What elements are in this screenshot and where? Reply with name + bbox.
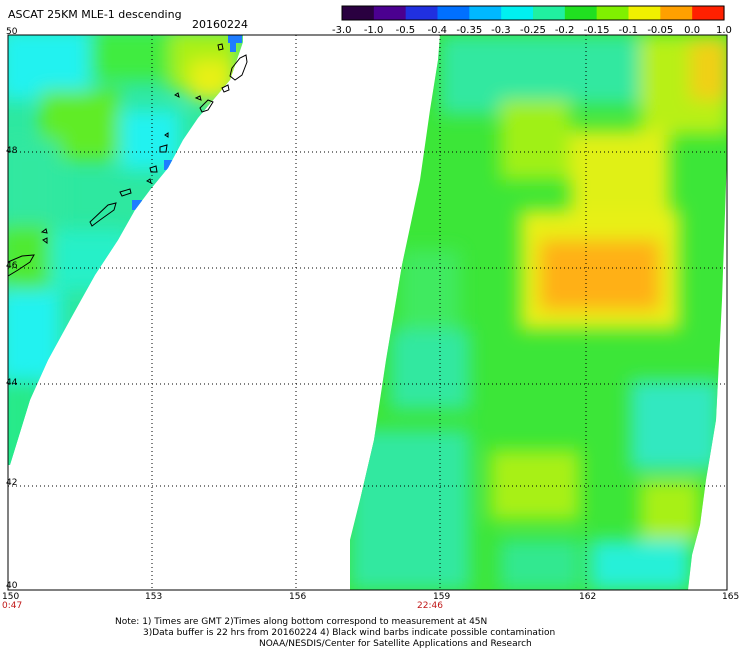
colorbar-segment: [596, 6, 630, 20]
colorbar-tick-label: -1.0: [363, 25, 384, 36]
colorbar-segment: [469, 6, 502, 20]
colorbar-tick-label: -0.25: [520, 25, 546, 36]
note-line-3: NOAA/NESDIS/Center for Satellite Applica…: [259, 639, 532, 649]
map-title: ASCAT 25KM MLE-1 descending: [8, 8, 182, 21]
colorbar-segment: [437, 6, 470, 20]
map-date: 20160224: [192, 18, 248, 31]
time-label-left: 0:47: [2, 601, 23, 611]
colorbar-segment: [564, 6, 598, 20]
colorbar-tick-label: -0.35: [456, 25, 483, 36]
lon-label-153: 153: [145, 592, 163, 602]
colorbar-tick-label: -0.2: [554, 25, 575, 36]
colorbar-segment: [373, 6, 407, 20]
time-label-right: 22:46: [417, 601, 443, 611]
lat-label-50: 50: [6, 27, 18, 37]
colorbar-segment: [628, 6, 661, 20]
colorbar: [341, 5, 725, 21]
colorbar-tick-label: -0.1: [618, 25, 639, 36]
grid: [8, 35, 727, 590]
colorbar-segment: [692, 6, 725, 20]
kuril-islands-outline: [7, 43, 248, 277]
lon-label-165: 165: [722, 592, 740, 602]
lon-label-156: 156: [289, 592, 307, 602]
colorbar-tick-label: -3.0: [332, 25, 352, 36]
colorbar-tick-label: -0.5: [395, 25, 416, 36]
colorbar-tick-label: 1.0: [716, 25, 732, 36]
lon-label-162: 162: [579, 592, 597, 602]
lon-label-150: 150: [2, 592, 20, 602]
note-line-1: Note: 1) Times are GMT 2)Times along bot…: [115, 617, 488, 627]
right-swath: [350, 35, 727, 590]
colorbar-tick-label: -0.15: [583, 25, 610, 36]
lat-label-46: 46: [6, 261, 18, 271]
colorbar-tick-label: -0.3: [491, 25, 511, 36]
left-swath: [8, 35, 243, 465]
colorbar-tick-label: -0.4: [427, 25, 448, 36]
lat-label-40: 40: [6, 581, 18, 591]
lat-label-42: 42: [6, 478, 18, 488]
colorbar-tick-label: -0.05: [647, 25, 674, 36]
colorbar-segment: [342, 6, 375, 20]
colorbar-segment: [660, 6, 693, 20]
colorbar-tick-label: 0.0: [684, 25, 701, 36]
colorbar-segment: [501, 6, 534, 20]
lat-label-48: 48: [6, 146, 18, 156]
colorbar-frame: [341, 5, 725, 21]
colorbar-segment: [533, 6, 566, 20]
lat-label-44: 44: [6, 378, 18, 388]
lon-label-159: 159: [433, 592, 451, 602]
colorbar-segment: [405, 6, 439, 20]
note-line-2: 3)Data buffer is 22 hrs from 20160224 4)…: [143, 628, 556, 638]
map-frame: [7, 34, 728, 591]
